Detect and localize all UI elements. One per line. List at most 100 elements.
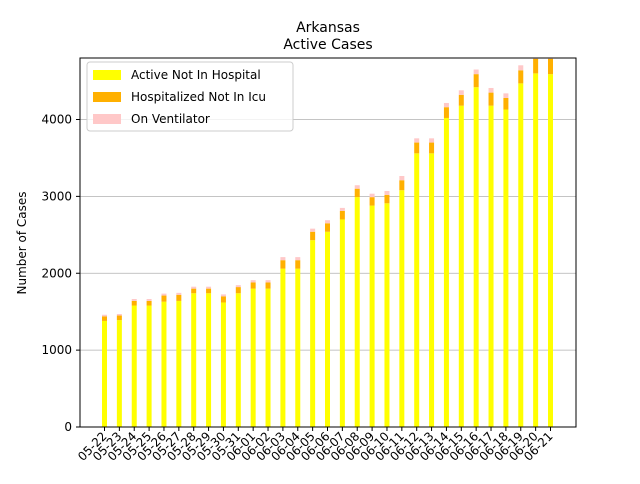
bar-segment-2 — [102, 316, 107, 321]
bar-segment-1 — [533, 73, 539, 427]
bar-segment-1 — [414, 153, 420, 427]
bar-segment-2 — [548, 58, 553, 75]
bar-segment-1 — [384, 203, 390, 427]
bar-segment-1 — [354, 197, 360, 427]
bar-segment-3 — [280, 257, 286, 261]
bar-segment-2 — [280, 260, 286, 269]
bar-segment-3 — [131, 299, 137, 301]
bar-segment-1 — [429, 153, 435, 427]
y-axis: 0 1000 2000 3000 4000 — [41, 113, 80, 434]
legend-swatch — [93, 92, 121, 102]
bar-segment-1 — [310, 240, 316, 427]
bar-segment-3 — [220, 294, 226, 297]
bar-segment-2 — [265, 282, 271, 289]
bar-segment-2 — [220, 296, 226, 303]
bar-segment-3 — [161, 293, 167, 296]
bar-segment-3 — [458, 90, 464, 95]
chart-title: Arkansas — [296, 20, 360, 36]
bar-segment-3 — [488, 87, 494, 93]
bar-segment-1 — [399, 190, 405, 427]
bar-segment-3 — [443, 102, 449, 108]
bar-segment-1 — [102, 320, 107, 427]
legend-label: Hospitalized Not In Icu — [131, 90, 266, 104]
y-tick-label: 3000 — [41, 189, 72, 203]
bar-segment-2 — [131, 300, 137, 306]
bar-segment-3 — [369, 193, 375, 198]
bar-segment-2 — [473, 74, 479, 88]
bar-segment-3 — [503, 93, 509, 98]
bar-segment-2 — [176, 294, 182, 301]
bar-segment-1 — [369, 205, 375, 427]
bar-segment-3 — [429, 138, 435, 143]
bar-segment-1 — [339, 219, 345, 427]
legend: Active Not In Hospital Hospitalized Not I… — [86, 61, 294, 132]
bar-segment-1 — [161, 301, 167, 427]
bar-segment-3 — [310, 228, 316, 232]
bar-segment-2 — [429, 142, 435, 154]
bar-segment-2 — [518, 70, 524, 84]
bar-segment-2 — [488, 92, 494, 106]
bar-segment-1 — [250, 288, 256, 427]
bar-segment-2 — [354, 188, 360, 198]
bar-segment-3 — [265, 280, 271, 283]
bar-segment-3 — [295, 257, 301, 261]
bar-segment-2 — [235, 287, 241, 294]
bar-segment-1 — [235, 293, 241, 427]
bar-segment-3 — [339, 207, 345, 211]
bar-segment-2 — [325, 223, 330, 232]
legend-label: On Ventilator — [131, 112, 210, 126]
bar-segment-3 — [102, 314, 107, 317]
chart-subtitle: Active Cases — [283, 37, 372, 53]
bar-segment-1 — [176, 300, 182, 427]
bar-segment-1 — [518, 83, 524, 428]
bar-segment-1 — [146, 305, 152, 427]
bar-segment-3 — [325, 220, 330, 224]
bar-segment-2 — [458, 94, 464, 106]
bar-segment-2 — [384, 194, 390, 204]
bar-segment-1 — [131, 305, 137, 427]
y-axis-label: Number of Cases — [15, 191, 29, 294]
bar-segment-3 — [176, 292, 182, 295]
bar-segment-2 — [295, 260, 301, 269]
bar-segment-1 — [503, 109, 509, 427]
bars — [102, 58, 553, 428]
bar-segment-1 — [473, 87, 479, 428]
bar-segment-1 — [325, 231, 330, 427]
bar-segment-1 — [295, 268, 301, 427]
bar-segment-1 — [191, 293, 197, 427]
bar-segment-2 — [369, 197, 375, 206]
bar-segment-3 — [191, 286, 197, 289]
bar-segment-3 — [414, 138, 420, 143]
bar-segment-1 — [443, 117, 449, 428]
y-tick-label: 4000 — [41, 113, 72, 127]
bar-segment-1 — [206, 293, 212, 427]
legend-swatch — [93, 114, 121, 124]
bar-segment-2 — [414, 142, 420, 154]
bar-segment-2 — [310, 231, 316, 241]
bar-segment-2 — [533, 58, 539, 74]
bar-segment-3 — [384, 190, 390, 195]
y-tick-label: 0 — [64, 420, 72, 434]
bar-segment-3 — [473, 69, 479, 75]
bar-segment-2 — [443, 107, 449, 118]
bar-segment-2 — [339, 210, 345, 220]
bar-segment-3 — [518, 65, 524, 71]
bar-segment-1 — [265, 288, 271, 427]
bar-segment-3 — [116, 313, 122, 316]
bar-segment-1 — [280, 268, 286, 427]
bar-segment-2 — [250, 282, 256, 289]
bar-segment-1 — [220, 302, 226, 427]
bar-segment-3 — [235, 285, 241, 288]
legend-label: Active Not In Hospital — [131, 68, 261, 82]
bar-segment-2 — [191, 288, 197, 294]
bar-segment-1 — [458, 105, 464, 427]
bar-segment-3 — [250, 280, 256, 283]
bar-segment-2 — [206, 288, 212, 294]
bar-segment-1 — [116, 320, 122, 427]
y-tick-label: 2000 — [41, 266, 72, 280]
bar-segment-2 — [161, 295, 167, 302]
bar-segment-3 — [206, 286, 212, 289]
bar-segment-2 — [399, 180, 405, 191]
